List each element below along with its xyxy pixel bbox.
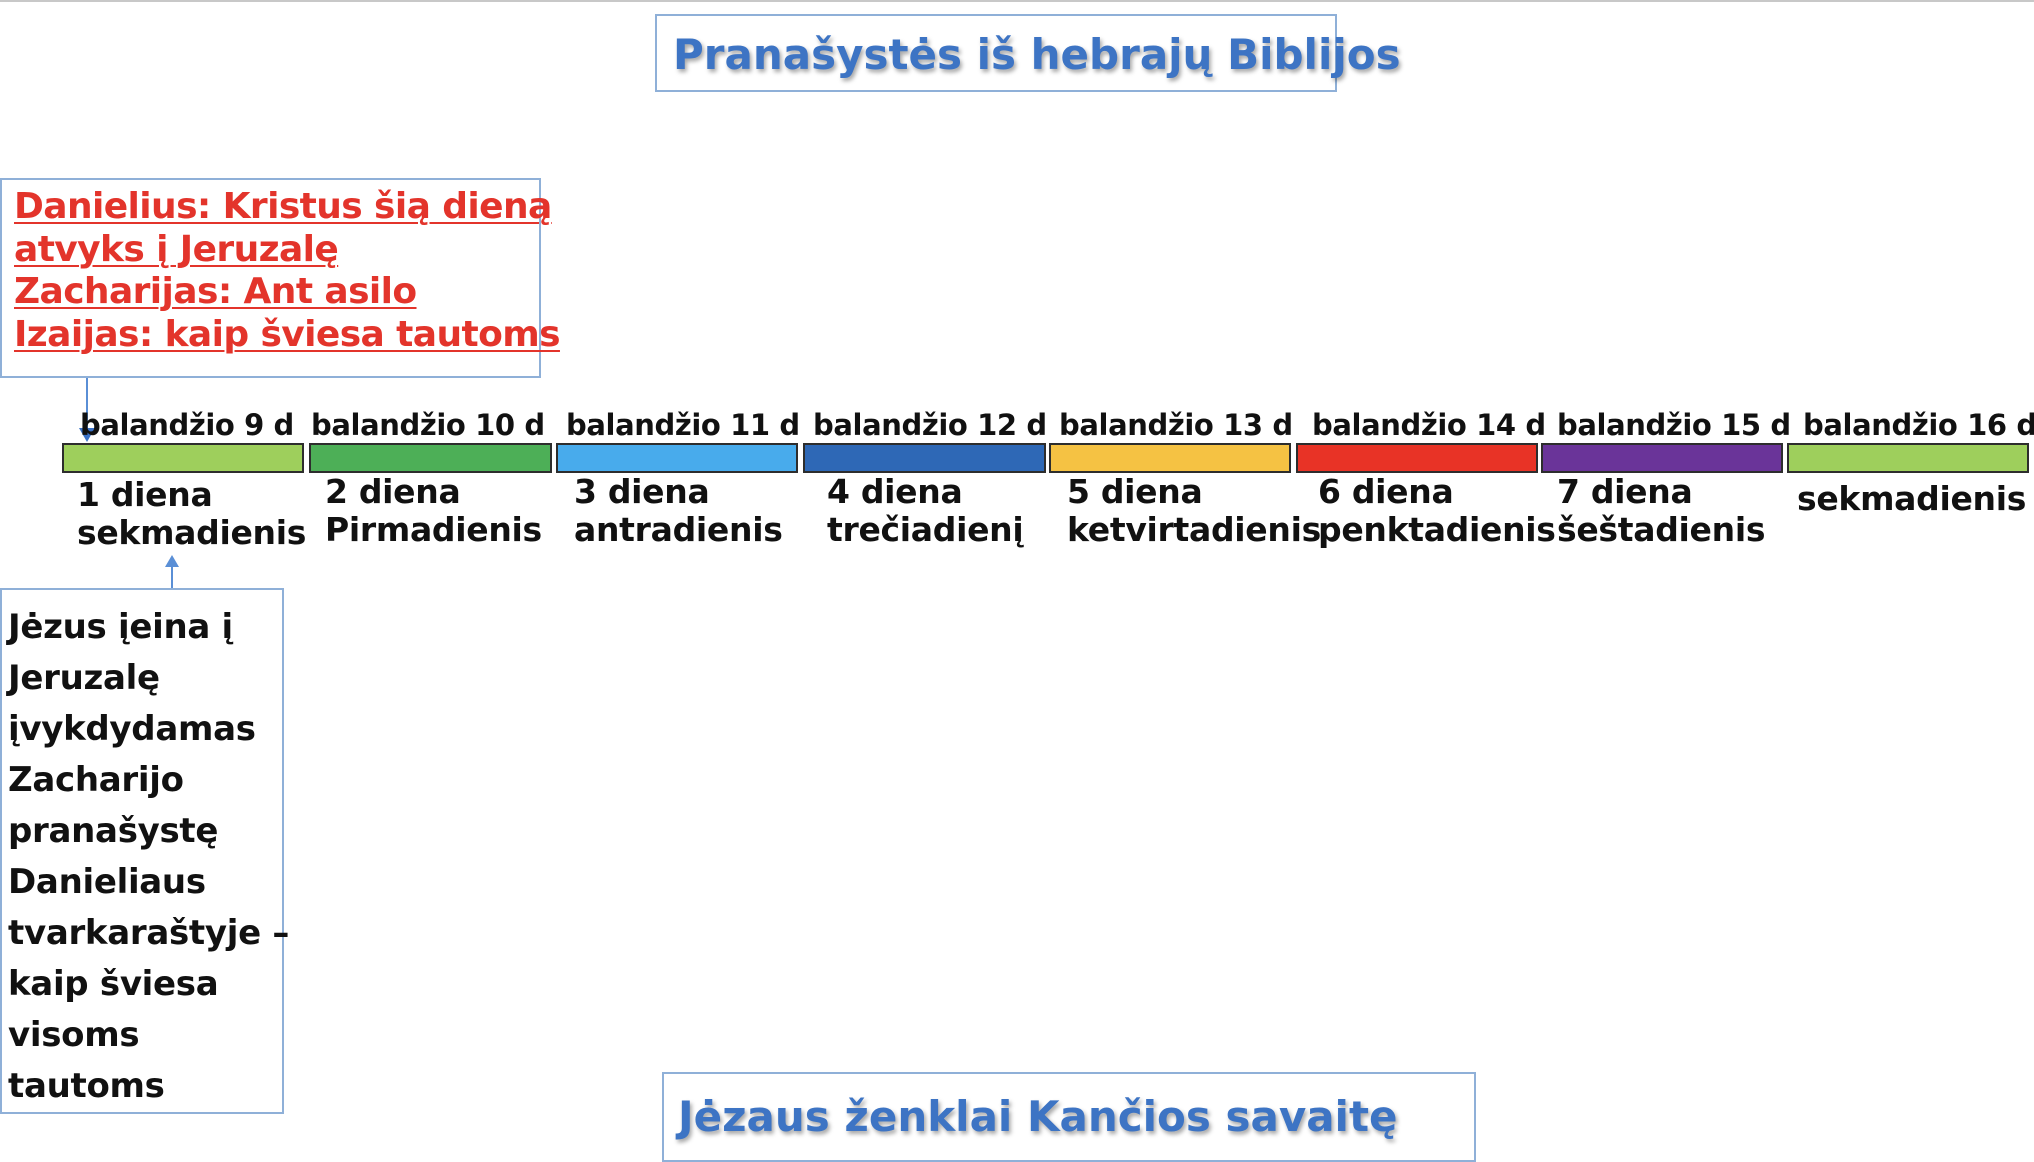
fulfillment-line: Jėzus įeina į [8,607,233,647]
date-label: balandžio 16 d [1803,408,2034,442]
day-color-bar [309,443,552,473]
top-rule [0,0,2034,2]
fulfillment-line: įvykdydamas [8,709,256,749]
day-label: sekmadienis [1797,480,2026,518]
timeline-day-6: balandžio 14 d 6 diena penktadienis [1296,400,1556,560]
weekday-name: sekmadienis [1797,479,2027,518]
day-number: 3 diena [574,472,710,511]
day-number: 1 diena [77,475,213,514]
bottom-title: Jėzaus ženklai Kančios savaitę [662,1072,1476,1162]
date-label: balandžio 11 d [566,408,800,442]
day-color-bar [1049,443,1291,473]
weekday-name: ketvirtadienis [1067,510,1321,549]
timeline-day-1: balandžio 9 d 1 diena sekmadienis [62,400,310,560]
day-label: 7 diena šeštadienis [1557,473,1765,549]
slide-title: Pranašystės iš hebrajų Biblijos [655,14,1401,92]
date-label: balandžio 12 d [813,408,1047,442]
day-color-bar [556,443,798,473]
prophecy-arrow-head [79,428,95,442]
weekday-name: trečiadienį [827,510,1024,549]
day-color-bar [62,443,304,473]
weekday-name: šeštadienis [1557,510,1766,549]
fulfillment-line: Zacharijo [8,760,184,800]
fulfillment-line: tvarkaraštyje – [8,913,290,953]
day-color-bar [1541,443,1783,473]
prophecy-callout: Danielius: Kristus šią dieną atvyks į Je… [0,178,561,378]
timeline-day-8: balandžio 16 d sekmadienis [1787,400,2034,560]
day-label: 6 diena penktadienis [1318,473,1556,549]
day-label: 2 diena Pirmadienis [325,473,542,549]
day-label: 1 diena sekmadienis [77,476,306,552]
timeline-day-5: balandžio 13 d 5 diena ketvirtadienis [1049,400,1321,560]
fulfillment-line: kaip šviesa [8,964,219,1004]
date-label: balandžio 9 d [80,408,294,442]
fulfillment-line: visoms [8,1015,140,1055]
prophecy-line: Zacharijas: Ant asilo [14,271,417,312]
prophecy-line: Danielius: Kristus šią dieną [14,186,552,227]
weekday-name: penktadienis [1318,510,1556,549]
day-color-bar [1787,443,2029,473]
timeline-day-3: balandžio 11 d 3 diena antradienis [556,400,804,560]
day-label: 3 diena antradienis [574,473,783,549]
date-label: balandžio 15 d [1557,408,1791,442]
fulfillment-line: Jeruzalę [8,658,160,698]
day-label: 4 diena trečiadienį [827,472,1024,549]
day-number: 2 diena [325,472,461,511]
weekday-name: Pirmadienis [325,510,542,549]
timeline-day-2: balandžio 10 d 2 diena Pirmadienis [309,400,557,560]
day-number: 4 diena [827,472,963,511]
day-number: 7 diena [1557,472,1693,511]
fulfillment-line: pranašystę [8,811,219,851]
date-label: balandžio 10 d [311,408,545,442]
day-number: 5 diena [1067,472,1203,511]
date-label: balandžio 13 d [1059,408,1293,442]
fulfillment-callout: Jėzus įeina į Jeruzalę įvykdydamas Zacha… [0,588,290,1114]
fulfillment-arrow-head [165,555,179,567]
day-color-bar [1296,443,1538,473]
day-color-bar [803,443,1046,473]
timeline-day-4: balandžio 12 d 4 diena trečiadienį [803,400,1051,560]
date-label: balandžio 14 d [1312,408,1546,442]
prophecy-arrow-line [86,378,88,430]
prophecy-line: Izaijas: kaip šviesa tautoms [14,313,561,355]
day-number: 6 diena [1318,472,1454,511]
timeline-day-7: balandžio 15 d 7 diena šeštadienis [1541,400,1791,560]
week-timeline: balandžio 9 d 1 diena sekmadienis baland… [62,400,2034,560]
weekday-name: antradienis [574,510,783,549]
day-label: 5 diena ketvirtadienis [1067,473,1321,549]
prophecy-line: atvyks į Jeruzalę [14,228,339,270]
weekday-name: sekmadienis [77,513,307,552]
fulfillment-line: tautoms [8,1066,165,1106]
fulfillment-arrow-line [171,565,173,589]
fulfillment-line: Danieliaus [8,862,206,902]
